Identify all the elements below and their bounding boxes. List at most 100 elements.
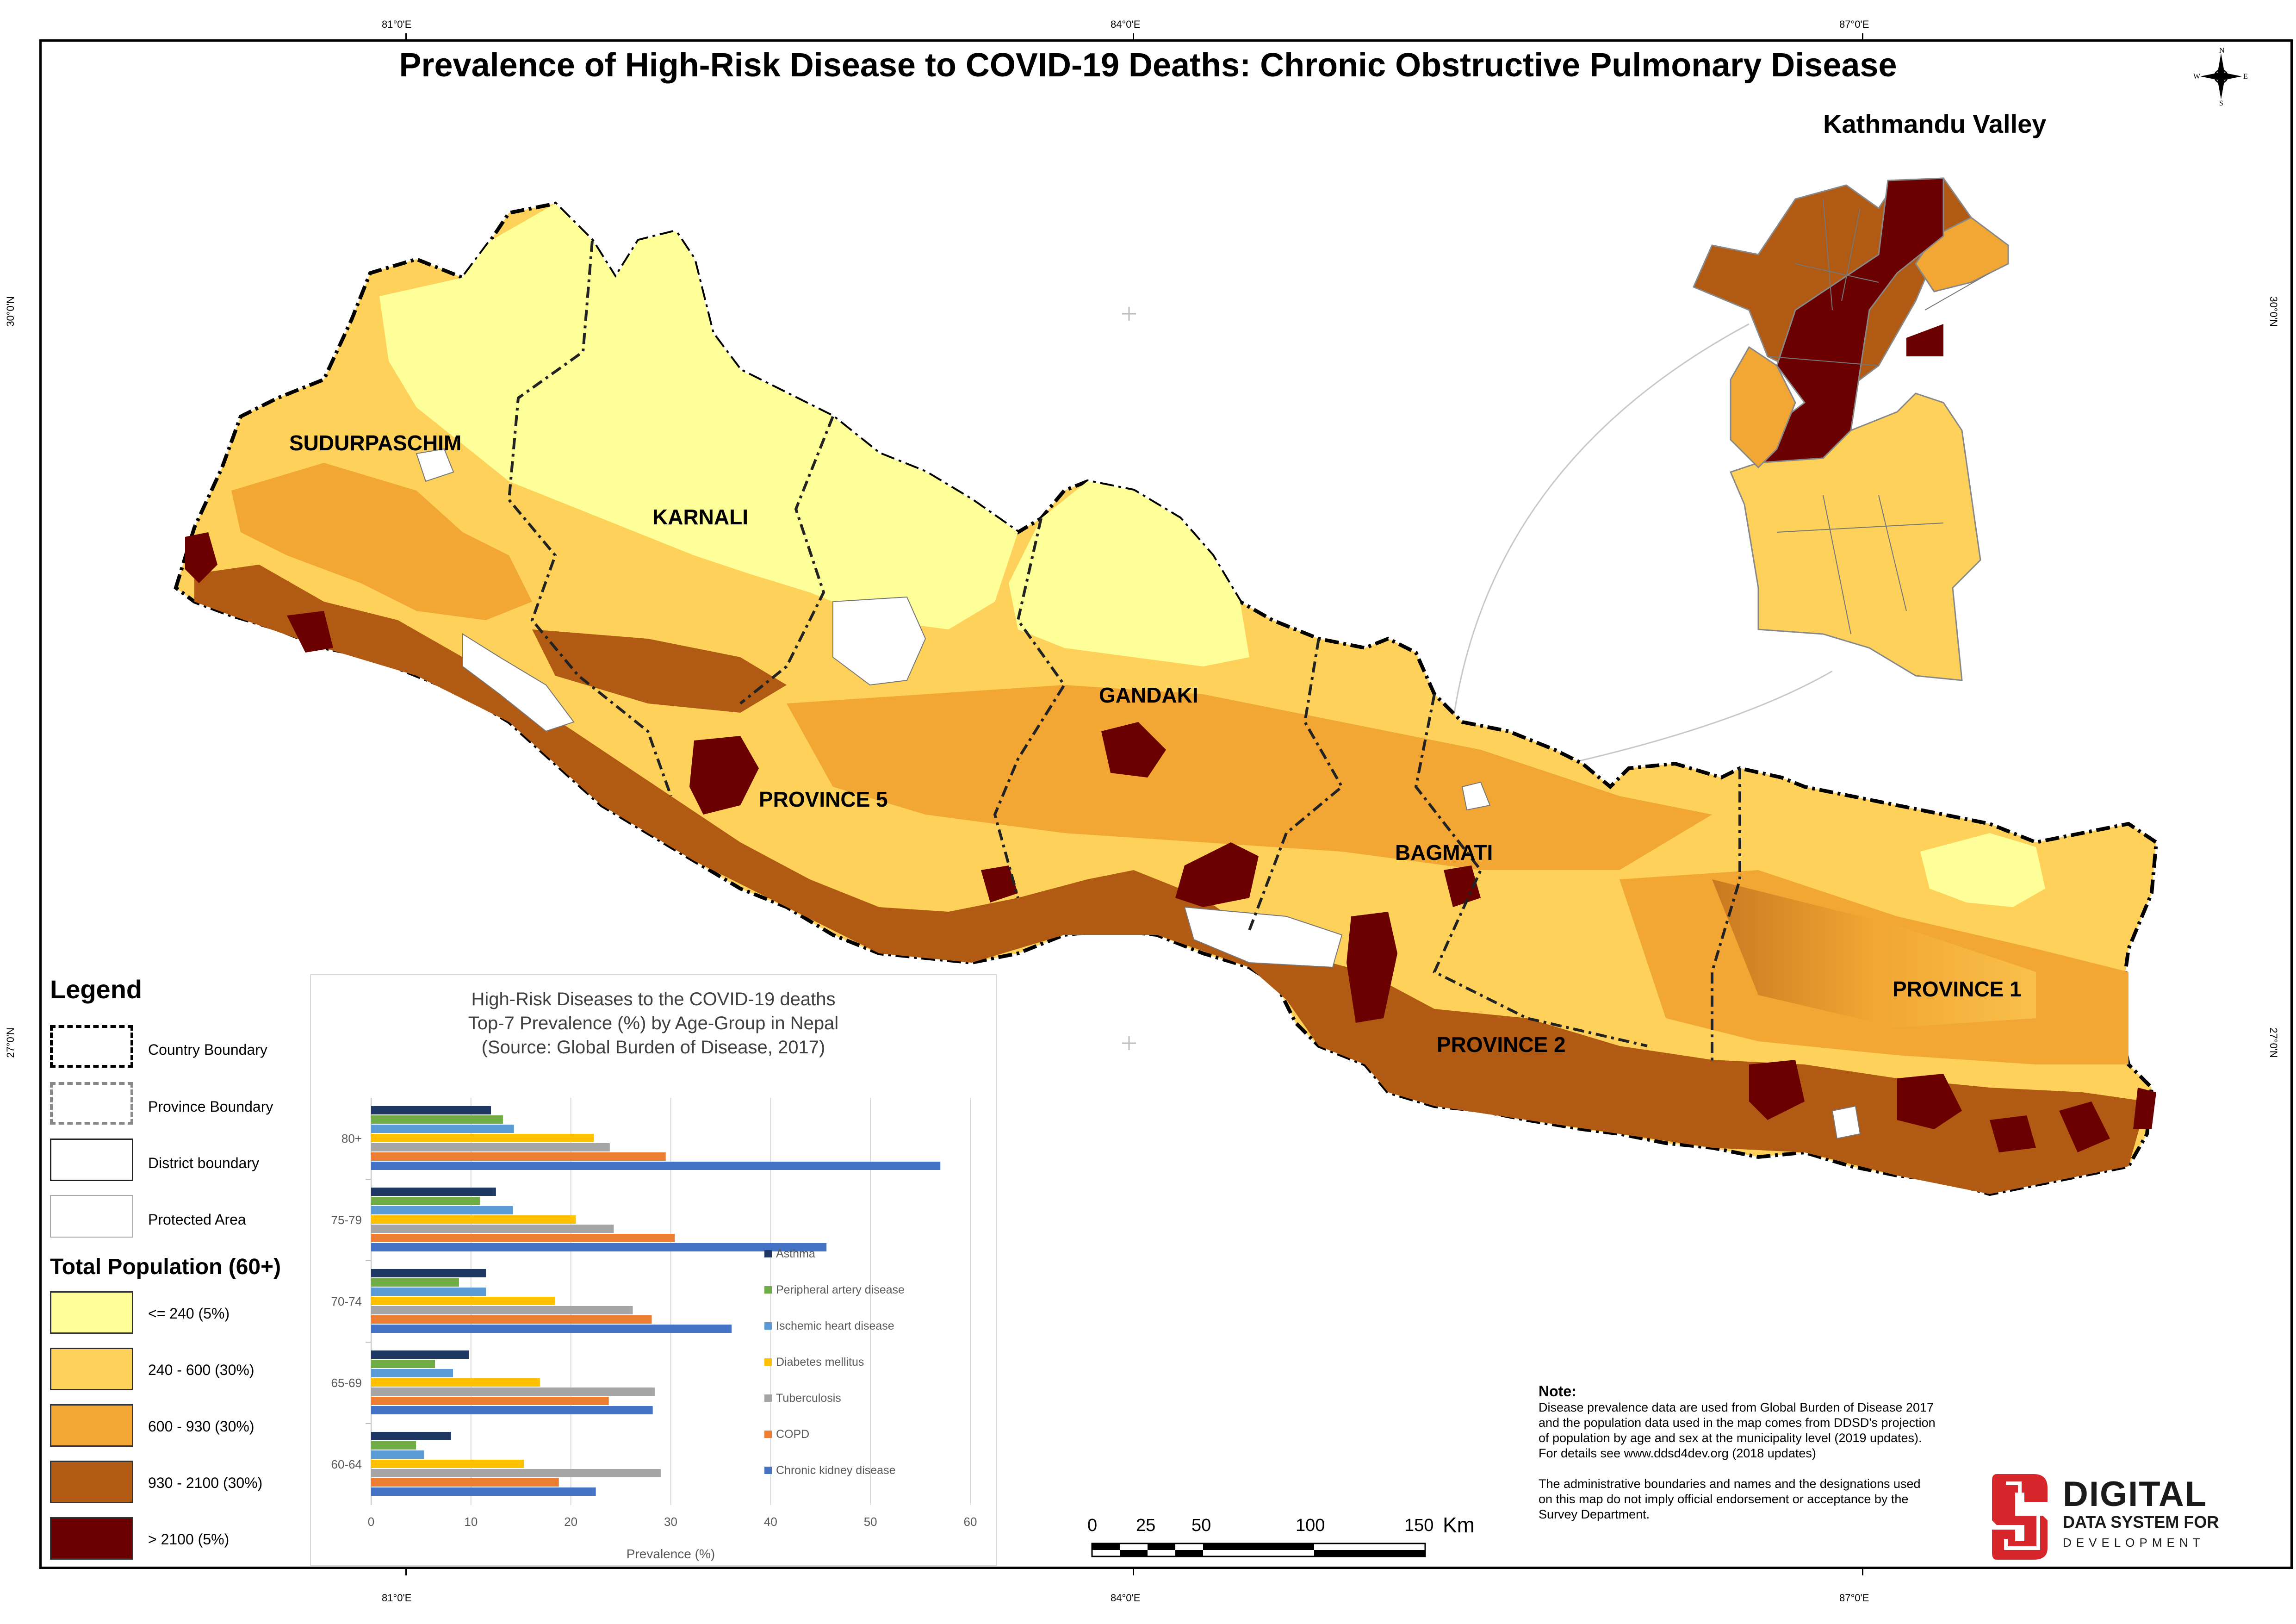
chart-bar	[371, 1134, 594, 1142]
chart-bar	[371, 1315, 652, 1324]
legend-label-pop-class: <= 240 (5%)	[148, 1305, 230, 1322]
chart-legend-label: COPD	[776, 1428, 809, 1441]
chart-legend-swatch	[764, 1467, 772, 1474]
chart-bar	[371, 1441, 416, 1450]
scale-label-50: 50	[1191, 1516, 1211, 1535]
chart-legend-label: Chronic kidney disease	[776, 1464, 895, 1477]
graticule-crosses	[1122, 307, 1136, 1050]
low-pop-zone-gandaki	[1009, 481, 1249, 666]
high-pop-hotspots	[185, 532, 2156, 1152]
chart-bar	[371, 1397, 609, 1405]
province-boundaries	[507, 240, 1741, 1064]
scale-label-100: 100	[1296, 1516, 1325, 1535]
chart-x-axis-label: Prevalence (%)	[627, 1547, 715, 1561]
chart-bar	[371, 1278, 459, 1287]
mid-zone-2	[787, 685, 1712, 870]
lon-label-bottom-84: 84°0'E	[1111, 1592, 1141, 1604]
scale-label-25: 25	[1136, 1516, 1156, 1535]
chart-bar	[371, 1360, 435, 1368]
map-note: Note: Disease prevalence data are used f…	[1539, 1384, 1936, 1522]
low-pop-zone-west	[379, 204, 1018, 629]
chart-subtitle-1: Top-7 Prevalence (%) by Age-Group in Nep…	[468, 1013, 839, 1033]
population-legend-title: Total Population (60+)	[50, 1255, 281, 1279]
prevalence-chart: High-Risk Diseases to the COVID-19 death…	[310, 974, 997, 1566]
note-paragraph-2: The administrative boundaries and names …	[1539, 1477, 1921, 1521]
chart-bar	[371, 1306, 633, 1314]
legend-label-province-boundary: Province Boundary	[148, 1098, 273, 1115]
east-hill-gradient	[1712, 879, 2036, 1027]
chart-legend-swatch	[764, 1250, 772, 1257]
chart-bar	[371, 1152, 666, 1161]
chart-bar	[371, 1469, 661, 1477]
chart-x-tick-label: 0	[368, 1515, 374, 1529]
protected-areas	[416, 448, 1861, 1139]
chart-subtitle-2: (Source: Global Burden of Disease, 2017)	[481, 1037, 825, 1058]
legend-label-pop-class: > 2100 (5%)	[148, 1531, 230, 1548]
legend-swatch-country-boundary	[50, 1025, 133, 1068]
legend-swatch-pop-class	[50, 1348, 133, 1390]
compass-w: W	[2193, 73, 2201, 81]
chart-legend-swatch	[764, 1286, 772, 1294]
province-label-bagmati: BAGMATI	[1395, 840, 1493, 865]
scale-unit: Km	[1443, 1513, 1475, 1537]
lon-label-top-87: 87°0'E	[1839, 19, 1869, 30]
legend-label-protected-area: Protected Area	[148, 1211, 246, 1228]
tick-bottom-84	[1133, 1569, 1134, 1575]
chart-legend-swatch	[764, 1394, 772, 1402]
legend-swatch-pop-class	[50, 1517, 133, 1560]
chart-x-tick-label: 30	[664, 1515, 677, 1529]
legend-label-pop-class: 600 - 930 (30%)	[148, 1418, 254, 1435]
lon-label-bottom-81: 81°0'E	[382, 1592, 412, 1604]
chart-bar	[371, 1206, 513, 1214]
tick-top-81	[405, 33, 407, 40]
tick-bottom-81	[405, 1569, 407, 1575]
chart-bar	[371, 1297, 555, 1305]
chart-bar	[371, 1369, 453, 1377]
chart-bar	[371, 1478, 559, 1487]
chart-x-tick-label: 40	[764, 1515, 777, 1529]
chart-bar	[371, 1125, 514, 1133]
tick-top-87	[1862, 33, 1863, 40]
chart-bar	[371, 1234, 675, 1242]
chart-bar	[371, 1325, 732, 1333]
scale-label-0: 0	[1087, 1516, 1098, 1535]
chart-bar	[371, 1432, 451, 1440]
chart-category-label: 60-64	[331, 1457, 362, 1471]
tick-top-84	[1133, 33, 1134, 40]
tick-bottom-87	[1862, 1569, 1863, 1575]
legend-swatch-district-boundary	[50, 1139, 133, 1181]
province-label-province-2: PROVINCE 2	[1437, 1033, 1566, 1057]
chart-x-tick-label: 50	[864, 1515, 877, 1529]
mid-zone-1	[231, 463, 532, 620]
chart-bar	[371, 1243, 827, 1251]
chart-bar	[371, 1188, 496, 1196]
hill-brown-patch	[532, 629, 787, 713]
chart-bar	[371, 1460, 524, 1468]
chart-legend-swatch	[764, 1431, 772, 1438]
province-label-karnali: KARNALI	[652, 505, 748, 529]
province-label-province-1: PROVINCE 1	[1893, 977, 2022, 1001]
lon-label-top-81: 81°0'E	[382, 19, 412, 30]
chart-bar	[371, 1143, 610, 1151]
legend-label-pop-class: 930 - 2100 (30%)	[148, 1475, 263, 1491]
note-paragraph-1: Disease prevalence data are used from Gl…	[1539, 1400, 1936, 1460]
legend-swatch-pop-class	[50, 1291, 133, 1334]
chart-x-tick-label: 20	[564, 1515, 577, 1529]
logo-text-data-system: DATA SYSTEM FOR	[2063, 1512, 2219, 1531]
north-arrow-icon: N S W E	[2193, 47, 2248, 106]
chart-bar	[371, 1378, 540, 1387]
chart-bar	[371, 1288, 486, 1296]
chart-legend-swatch	[764, 1322, 772, 1330]
chart-category-label: 65-69	[331, 1376, 362, 1390]
chart-bar	[371, 1388, 655, 1396]
chart-bar	[371, 1162, 941, 1170]
chart-category-label: 75-79	[331, 1213, 362, 1227]
scale-label-150: 150	[1404, 1516, 1434, 1535]
note-heading: Note:	[1539, 1383, 1576, 1400]
logo-text-development: DEVELOPMENT	[2063, 1536, 2205, 1549]
chart-bar	[371, 1487, 596, 1496]
chart-category-label: 80+	[341, 1132, 362, 1145]
chart-legend-label: Tuberculosis	[776, 1392, 841, 1405]
inset-title: Kathmandu Valley	[1823, 109, 2047, 138]
lon-label-bottom-87: 87°0'E	[1839, 1592, 1869, 1604]
